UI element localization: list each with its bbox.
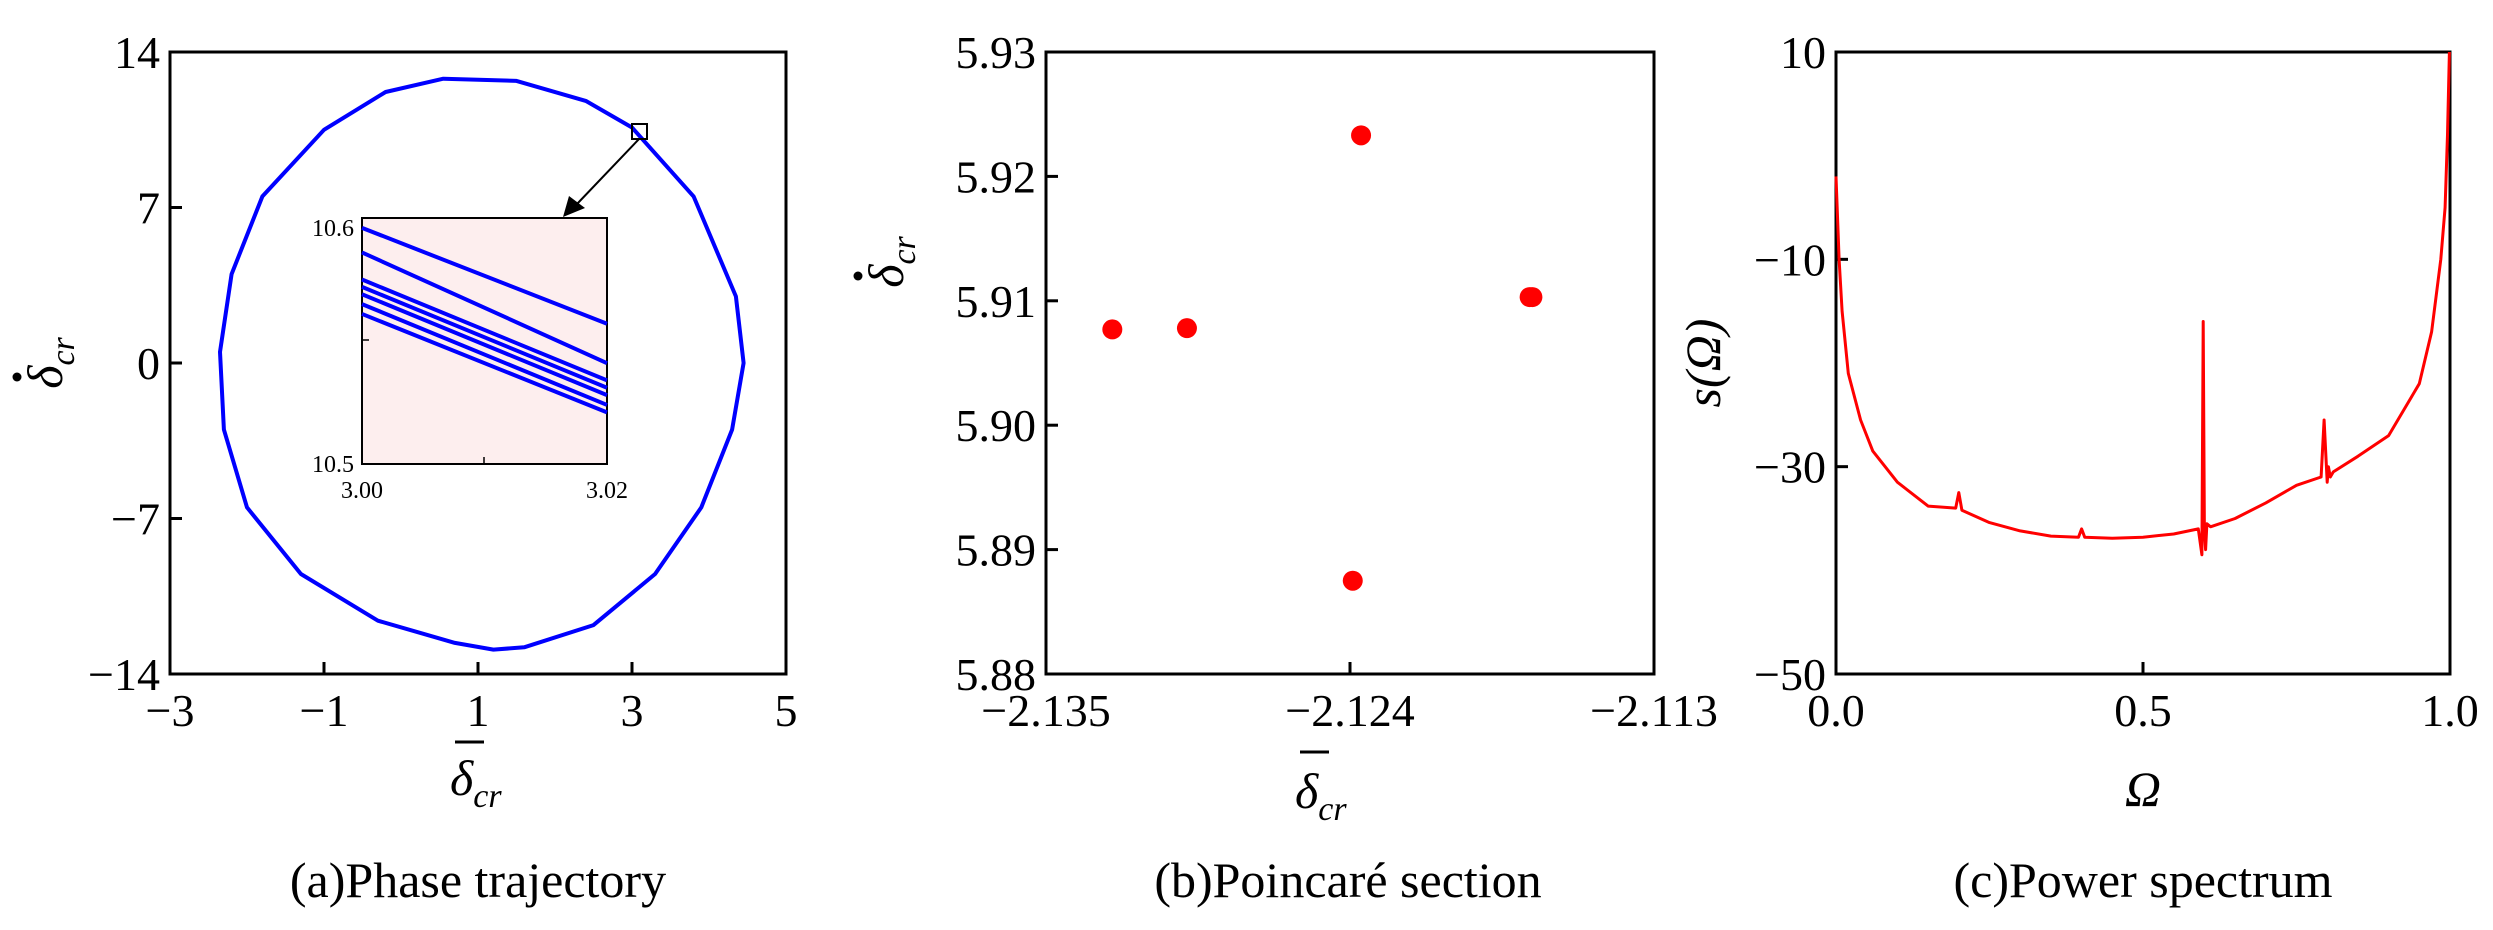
x-tick-label: −2.113 [1590,685,1718,736]
inset-trajectory-line [361,302,608,407]
x-axis-title-a: δcr [450,740,502,815]
y-axis-title-a: δcr [12,336,82,389]
y-tick-label: −10 [1754,234,1826,285]
x-tick-label: 3 [621,685,644,736]
x-tick-label: −2.124 [1285,685,1414,736]
y-axis-title-b: δcr [853,235,923,288]
panel-b-poincare-section: −2.135 −2.124 −2.113 5.88 5.89 5.90 5.91 5.92 5… [853,27,1718,908]
inset-xtick-left: 3.00 [341,478,383,504]
poincare-point [1176,318,1197,339]
inset-frame [361,217,608,465]
inset-trajectory-line [361,312,608,415]
power-spectrum-curve [1834,51,2451,557]
x-tick-label: 5 [775,685,798,736]
zoom-arrow-head [563,196,585,217]
y-tick-label: 5.88 [956,649,1037,700]
svg-text:δcr: δcr [858,235,923,287]
panel-c-power-spectrum: 0.0 0.5 1.0 −50 −30 −10 10 Ω s(Ω) (c)Power sp… [1675,27,2479,908]
y-tick-label: 5.90 [956,400,1037,451]
y-tick-label: 14 [114,27,160,78]
x-tick-label: 0.5 [2114,685,2172,736]
caption-c: (c)Power spectrum [1953,852,2332,908]
y-tick-label: −30 [1754,442,1826,493]
poincare-point [1351,125,1372,146]
inset-ytick-bottom: 10.5 [312,452,354,478]
inset-trajectory-line [361,225,608,326]
y-tick-label: 5.93 [956,27,1037,78]
poincare-point [1342,570,1363,591]
inset-ytick-top: 10.6 [312,216,354,242]
x-axis-title-b: δcr [1295,750,1347,828]
panel-b-frame [1044,50,1656,676]
poincare-point [1522,287,1543,308]
inset-trajectory-line [361,292,608,397]
y-tick-label: 0 [137,338,160,389]
x-axis-title-c: Ω [2125,761,2161,817]
inset-trajectory-line [361,277,608,383]
y-tick-label: −7 [111,494,160,545]
panel-c-frame [1834,50,2452,676]
caption-a: (a)Phase trajectory [290,852,666,908]
y-tick-label: −14 [88,649,160,700]
phase-trajectory-curve [218,76,746,652]
inset-trajectory-line [361,250,608,365]
y-axis-title-c: s(Ω) [1675,319,1731,408]
panel-a-phase-trajectory: −3 −1 1 3 5 −14 −7 0 7 14 10.6 10.5 3.00 3.02 δc… [12,27,798,908]
svg-text:δcr: δcr [17,336,82,388]
x-tick-label: 0.0 [1807,685,1865,736]
zoom-marker-box [631,123,648,140]
svg-text:δcr: δcr [450,750,502,815]
x-tick-label: −2.135 [981,685,1110,736]
svg-text:δcr: δcr [1295,763,1347,828]
inset-zoom: 10.6 10.5 3.00 3.02 [312,216,628,504]
inset-xtick-right: 3.02 [586,478,628,504]
y-tick-label: 7 [137,183,160,234]
y-tick-label: 5.92 [956,151,1037,202]
x-tick-label: 1 [467,685,490,736]
y-tick-label: 5.89 [956,525,1037,576]
inset-trajectory-line [361,285,608,390]
y-tick-label: −50 [1754,649,1826,700]
y-tick-label: 5.91 [956,276,1037,327]
x-tick-label: 1.0 [2421,685,2479,736]
x-tick-label: −1 [300,685,349,736]
x-tick-label: −3 [146,685,195,736]
caption-b: (b)Poincaré section [1154,852,1541,908]
zoom-arrow-line [576,138,640,205]
y-tick-label: 10 [1780,27,1826,78]
poincare-point [1102,319,1123,340]
